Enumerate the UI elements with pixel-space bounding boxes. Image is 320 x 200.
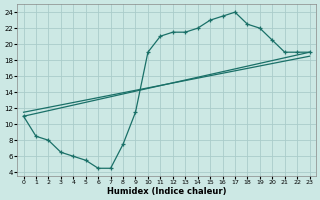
X-axis label: Humidex (Indice chaleur): Humidex (Indice chaleur) [107, 187, 226, 196]
